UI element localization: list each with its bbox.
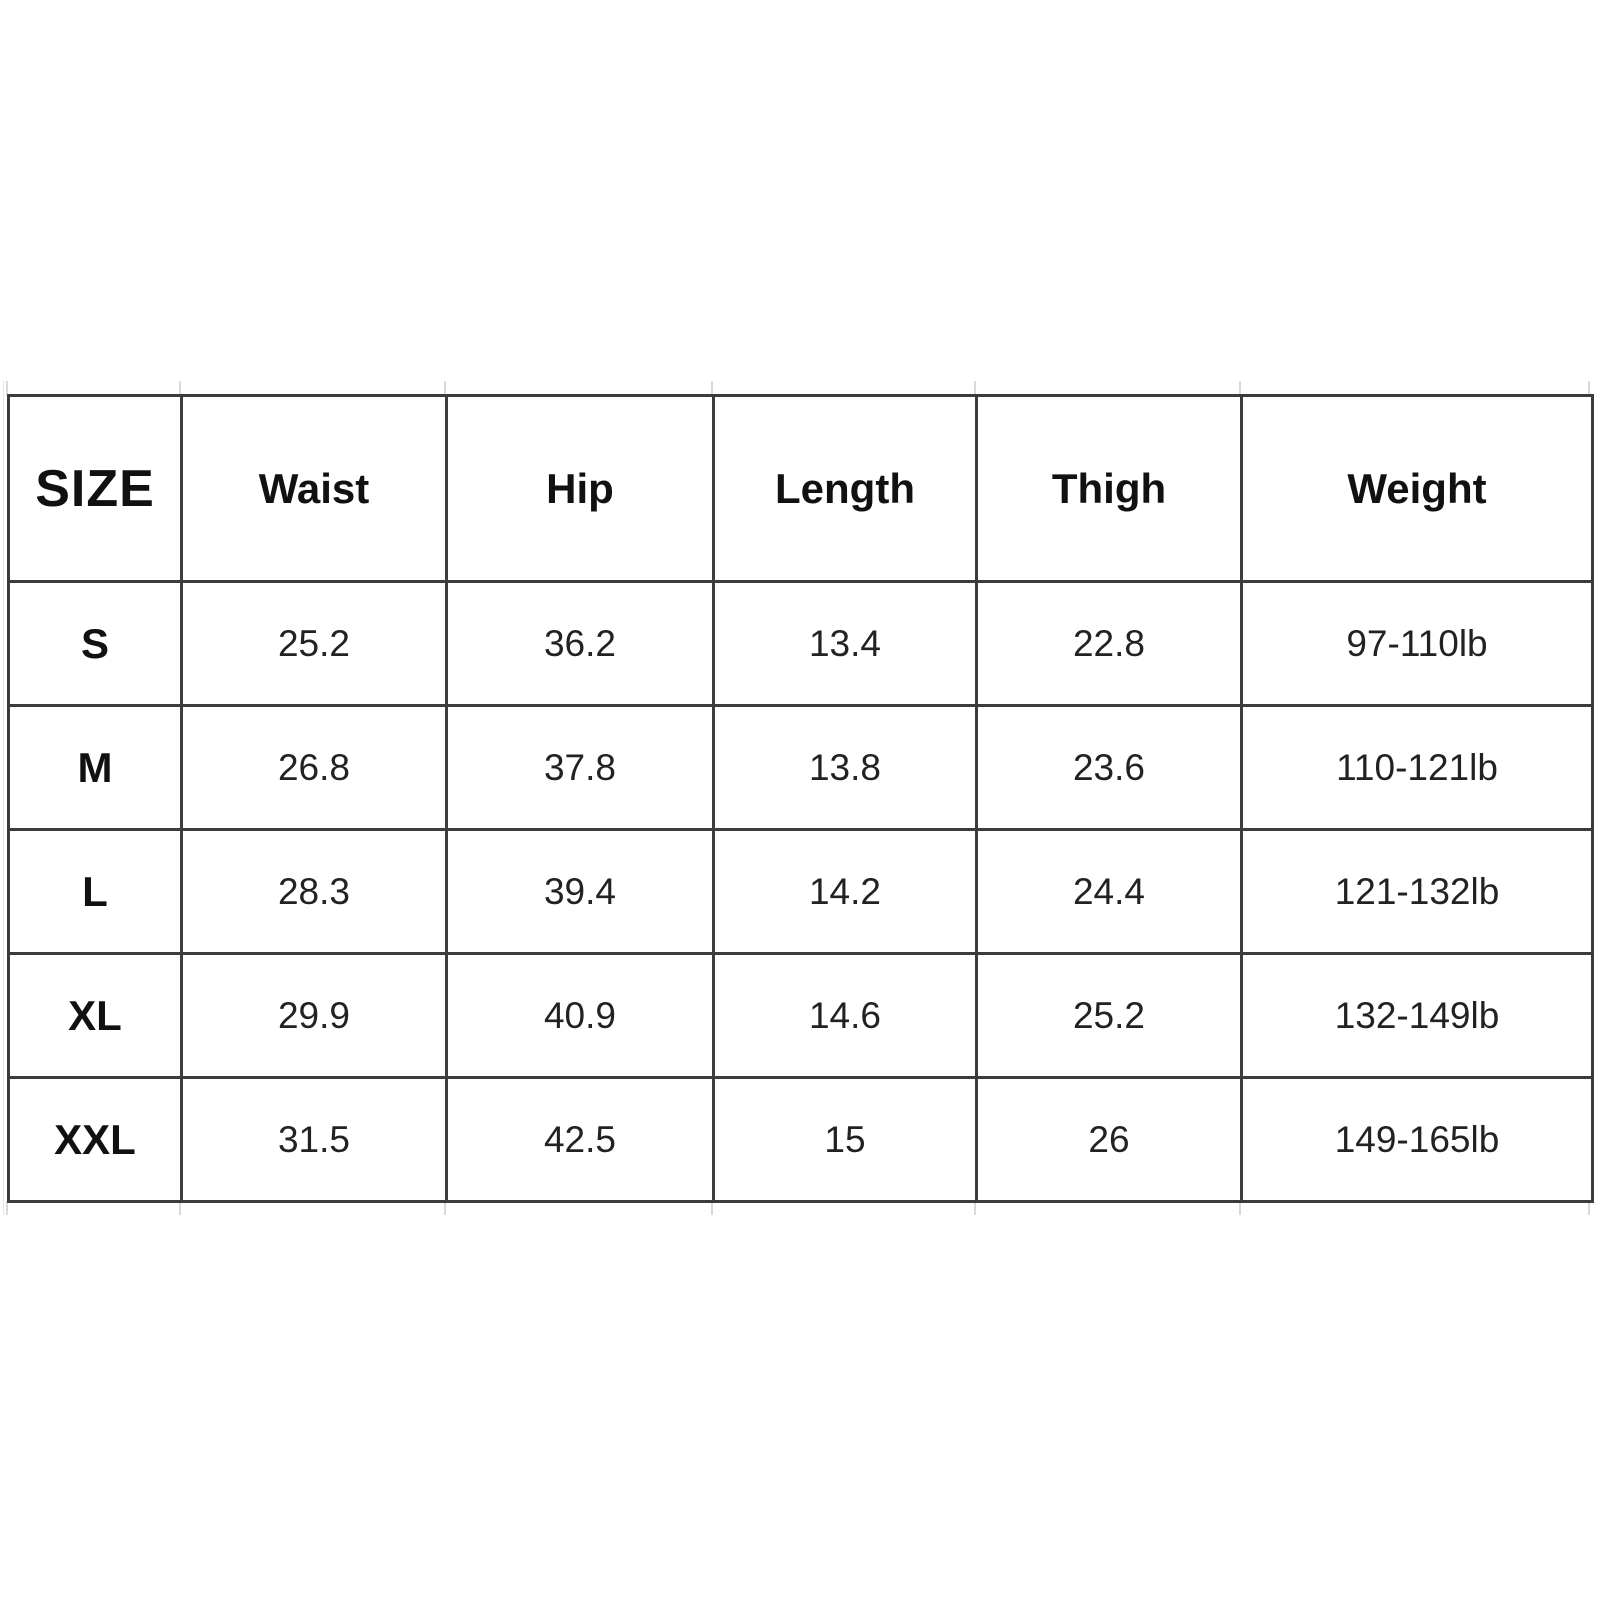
table-cell: 24.4: [975, 828, 1243, 955]
table-cell: 25.2: [975, 952, 1243, 1079]
table-cell: 26: [975, 1076, 1243, 1203]
row-size-label: L: [7, 828, 183, 955]
table-cell: 121-132lb: [1240, 828, 1594, 955]
table-cell: 13.8: [712, 704, 978, 831]
table-row-s: S 25.2 36.2 13.4 22.8 97-110lb: [7, 580, 1594, 707]
table-row-m: M 26.8 37.8 13.8 23.6 110-121lb: [7, 704, 1594, 831]
table-cell: 42.5: [445, 1076, 715, 1203]
table-cell: 149-165lb: [1240, 1076, 1594, 1203]
gridline-stub: [711, 381, 713, 395]
gridline-stub: [1239, 381, 1241, 395]
header-row: SIZE Waist Hip Length Thigh Weight: [7, 394, 1594, 583]
table-cell: 15: [712, 1076, 978, 1203]
gridline-stub: [1588, 1201, 1590, 1215]
table-cell: 31.5: [180, 1076, 448, 1203]
table-cell: 40.9: [445, 952, 715, 1079]
row-size-label: S: [7, 580, 183, 707]
gridline-stub: [6, 381, 8, 395]
gridline-stub: [179, 1201, 181, 1215]
table-cell: 25.2: [180, 580, 448, 707]
table-cell: 14.6: [712, 952, 978, 1079]
table-row-l: L 28.3 39.4 14.2 24.4 121-132lb: [7, 828, 1594, 955]
table-cell: 132-149lb: [1240, 952, 1594, 1079]
header-cell-size: SIZE: [7, 394, 183, 583]
gridline-stub: [1239, 1201, 1241, 1215]
size-chart-table: SIZE Waist Hip Length Thigh Weight S 25.2 36.2 1…: [7, 394, 1594, 1203]
table-cell: 39.4: [445, 828, 715, 955]
table-row-xxl: XXL 31.5 42.5 15 26 149-165lb: [7, 1076, 1594, 1203]
table-cell: 29.9: [180, 952, 448, 1079]
header-cell-length: Length: [712, 394, 978, 583]
table-cell: 28.3: [180, 828, 448, 955]
gridline-stub: [444, 381, 446, 395]
table-cell: 22.8: [975, 580, 1243, 707]
table-cell: 36.2: [445, 580, 715, 707]
gridline-stub: [974, 381, 976, 395]
gridline-faint-left: [3, 381, 4, 1215]
header-cell-waist: Waist: [180, 394, 448, 583]
table-body: S 25.2 36.2 13.4 22.8 97-110lb M 26.8 37.8 13.8 23…: [7, 580, 1594, 1203]
row-size-label: XL: [7, 952, 183, 1079]
table-cell: 14.2: [712, 828, 978, 955]
table-cell: 13.4: [712, 580, 978, 707]
header-cell-weight: Weight: [1240, 394, 1594, 583]
gridline-stub: [444, 1201, 446, 1215]
gridline-stub: [6, 1201, 8, 1215]
row-size-label: M: [7, 704, 183, 831]
table-cell: 37.8: [445, 704, 715, 831]
gridline-stub: [974, 1201, 976, 1215]
table-header: SIZE Waist Hip Length Thigh Weight: [7, 394, 1594, 583]
table-cell: 26.8: [180, 704, 448, 831]
gridline-stub: [711, 1201, 713, 1215]
gridline-stub: [1588, 381, 1590, 395]
row-size-label: XXL: [7, 1076, 183, 1203]
table-cell: 110-121lb: [1240, 704, 1594, 831]
header-cell-thigh: Thigh: [975, 394, 1243, 583]
gridline-stub: [179, 381, 181, 395]
table-row-xl: XL 29.9 40.9 14.6 25.2 132-149lb: [7, 952, 1594, 1079]
header-cell-hip: Hip: [445, 394, 715, 583]
table-cell: 23.6: [975, 704, 1243, 831]
table-cell: 97-110lb: [1240, 580, 1594, 707]
